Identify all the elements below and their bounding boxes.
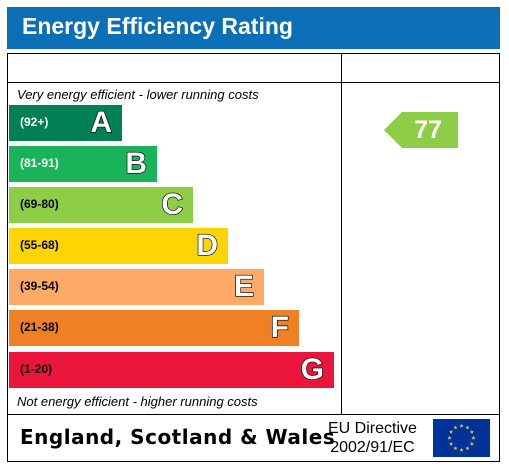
- eu-directive-line1: EU Directive: [328, 420, 417, 437]
- eu-star-icon: [449, 441, 454, 446]
- title-bar: Energy Efficiency Rating: [7, 7, 500, 49]
- band-range-label: (55-68): [20, 238, 59, 252]
- footer-region: England, Scotland & Wales: [20, 425, 336, 449]
- eu-flag-icon: [433, 419, 490, 457]
- eu-star-icon: [453, 446, 458, 451]
- eu-directive-line2: 2002/91/EC: [330, 439, 415, 456]
- band-d: (55-68) D: [9, 228, 228, 264]
- band-range-label: (69-80): [20, 197, 59, 211]
- band-letter: B: [125, 146, 148, 180]
- band-f: (21-38) F: [9, 310, 299, 346]
- eu-star-icon: [459, 423, 464, 428]
- band-letter: F: [270, 310, 290, 344]
- band-a: (92+) A: [9, 105, 122, 141]
- band-letter: E: [233, 269, 254, 303]
- header-divider: [7, 82, 500, 83]
- band-range-label: (21-38): [20, 320, 59, 334]
- current-rating-value: 77: [414, 116, 442, 144]
- band-c: (69-80) C: [9, 187, 193, 223]
- bottom-note: Not energy efficient - higher running co…: [17, 394, 258, 409]
- eu-star-icon: [465, 446, 470, 451]
- band-g: (1-20) G: [9, 352, 334, 388]
- eu-star-icon: [465, 425, 470, 430]
- top-note: Very energy efficient - lower running co…: [17, 87, 259, 102]
- band-range-label: (39-54): [20, 279, 59, 293]
- eu-star-icon: [449, 429, 454, 434]
- eu-directive: EU Directive 2002/91/EC: [328, 419, 417, 457]
- band-range-label: (81-91): [20, 156, 59, 170]
- band-e: (39-54) E: [9, 269, 264, 305]
- chart-frame: [7, 53, 500, 462]
- band-range-label: (92+): [20, 115, 49, 129]
- eu-star-icon: [469, 441, 474, 446]
- column-divider: [341, 53, 342, 414]
- band-letter: A: [90, 105, 113, 139]
- current-rating-arrow-shape: [384, 112, 458, 148]
- eu-star-icon: [459, 447, 464, 452]
- band-letter: C: [161, 187, 184, 221]
- band-b: (81-91) B: [9, 146, 157, 182]
- band-range-label: (1-20): [20, 362, 53, 376]
- eu-star-icon: [471, 435, 476, 440]
- eu-star-icon: [453, 425, 458, 430]
- eu-star-icon: [469, 429, 474, 434]
- band-letter: D: [196, 228, 219, 262]
- footer-divider: [7, 414, 500, 415]
- chart-title: Energy Efficiency Rating: [22, 13, 293, 39]
- current-rating-arrow: [384, 112, 458, 148]
- band-letter: G: [300, 352, 325, 386]
- eu-star-icon: [447, 435, 452, 440]
